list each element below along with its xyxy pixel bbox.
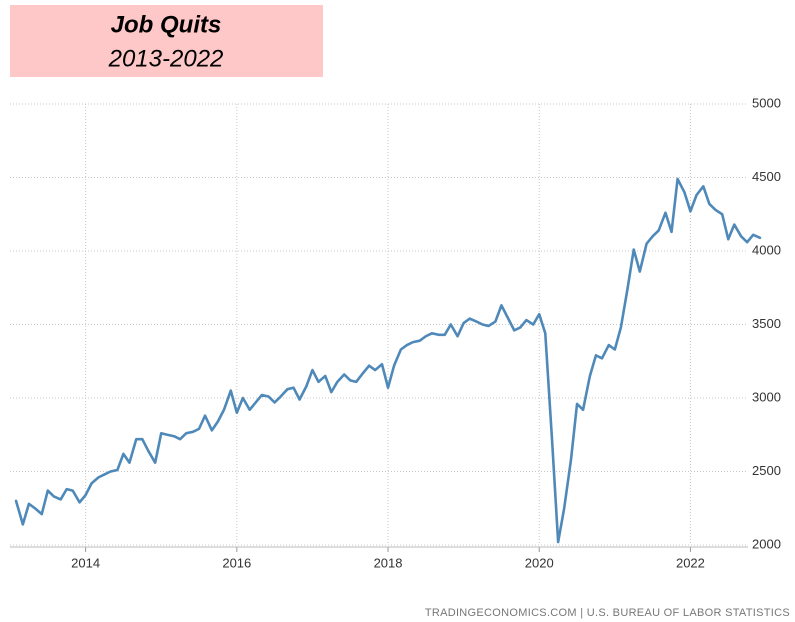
y-tick-label: 3500 bbox=[752, 316, 781, 331]
y-tick-label: 4000 bbox=[752, 242, 781, 257]
x-tick-label: 2016 bbox=[222, 555, 251, 570]
x-tick-label: 2018 bbox=[374, 555, 403, 570]
source-note: TRADINGECONOMICS.COM | U.S. BUREAU OF LA… bbox=[425, 607, 790, 619]
x-tick-label: 2022 bbox=[676, 555, 705, 570]
title-box bbox=[10, 5, 323, 77]
chart-title: Job Quits bbox=[111, 11, 222, 38]
y-tick-label: 4500 bbox=[752, 169, 781, 184]
x-tick-label: 2020 bbox=[525, 555, 554, 570]
x-tick-label: 2014 bbox=[71, 555, 100, 570]
y-tick-label: 2500 bbox=[752, 463, 781, 478]
y-tick-label: 3000 bbox=[752, 389, 781, 404]
y-tick-label: 2000 bbox=[752, 536, 781, 551]
y-tick-label: 5000 bbox=[752, 95, 781, 110]
chart-subtitle: 2013-2022 bbox=[108, 45, 224, 72]
data-line bbox=[14, 177, 762, 544]
